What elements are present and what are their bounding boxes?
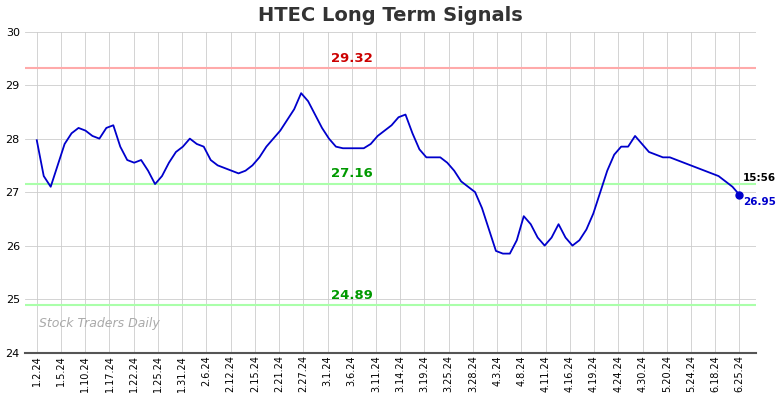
Text: 26.95: 26.95 bbox=[743, 197, 776, 207]
Text: 24.89: 24.89 bbox=[331, 289, 372, 302]
Text: Stock Traders Daily: Stock Traders Daily bbox=[39, 317, 160, 330]
Text: 27.16: 27.16 bbox=[331, 167, 372, 180]
Text: 15:56: 15:56 bbox=[743, 173, 776, 183]
Text: 29.32: 29.32 bbox=[331, 52, 372, 65]
Title: HTEC Long Term Signals: HTEC Long Term Signals bbox=[258, 6, 523, 25]
